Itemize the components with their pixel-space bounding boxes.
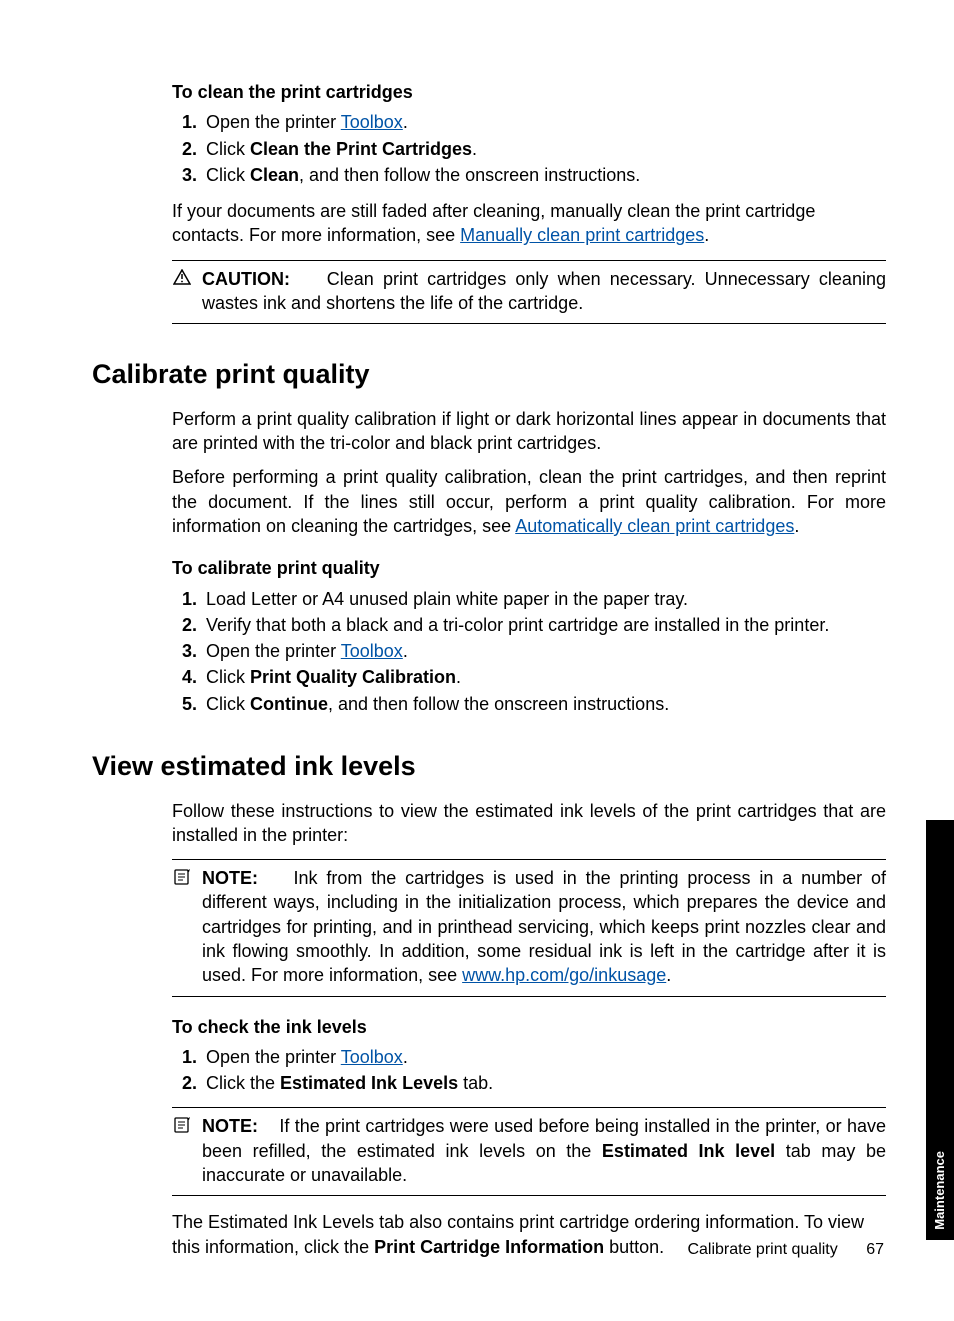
clean-steps-list: Open the printer Toolbox. Click Clean th… bbox=[172, 110, 886, 187]
manual-clean-link[interactable]: Manually clean print cartridges bbox=[460, 225, 704, 245]
step-text: Click the bbox=[206, 1073, 280, 1093]
note-body: NOTE: Ink from the cartridges is used in… bbox=[202, 866, 886, 987]
list-item: Click Print Quality Calibration. bbox=[202, 665, 886, 689]
list-item: Load Letter or A4 unused plain white pap… bbox=[202, 587, 886, 611]
para-text: . bbox=[794, 516, 799, 536]
note-text: . bbox=[666, 965, 671, 985]
caution-label: CAUTION: bbox=[202, 269, 290, 289]
step-text: tab. bbox=[458, 1073, 493, 1093]
step-text: , and then follow the onscreen instructi… bbox=[328, 694, 669, 714]
toolbox-link[interactable]: Toolbox bbox=[341, 1047, 403, 1067]
step-text: . bbox=[403, 1047, 408, 1067]
calibrate-p2: Before performing a print quality calibr… bbox=[172, 465, 886, 538]
toolbox-link[interactable]: Toolbox bbox=[341, 641, 403, 661]
para-bold: Print Cartridge Information bbox=[374, 1237, 604, 1257]
list-item: Open the printer Toolbox. bbox=[202, 110, 886, 134]
inklevels-p1: Follow these instructions to view the es… bbox=[172, 799, 886, 848]
step-bold: Continue bbox=[250, 694, 328, 714]
step-text: . bbox=[403, 112, 408, 132]
page-number: 67 bbox=[866, 1241, 884, 1258]
step-bold: Clean bbox=[250, 165, 299, 185]
calibrate-block: Perform a print quality calibration if l… bbox=[172, 407, 886, 716]
note-label: NOTE: bbox=[202, 868, 258, 888]
note-icon bbox=[172, 866, 192, 987]
inklevels-title: View estimated ink levels bbox=[92, 748, 886, 784]
list-item: Click Clean, and then follow the onscree… bbox=[202, 163, 886, 187]
step-text: . bbox=[456, 667, 461, 687]
step-text: Click bbox=[206, 667, 250, 687]
list-item: Open the printer Toolbox. bbox=[202, 639, 886, 663]
list-item: Click the Estimated Ink Levels tab. bbox=[202, 1071, 886, 1095]
para-text: . bbox=[704, 225, 709, 245]
list-item: Verify that both a black and a tri-color… bbox=[202, 613, 886, 637]
step-text: Click bbox=[206, 165, 250, 185]
note-label: NOTE: bbox=[202, 1116, 258, 1136]
step-text: Open the printer bbox=[206, 1047, 341, 1067]
step-bold: Print Quality Calibration bbox=[250, 667, 456, 687]
note-callout-2: NOTE: If the print cartridges were used … bbox=[172, 1107, 886, 1196]
note-icon bbox=[172, 1114, 192, 1187]
inklevels-block: Follow these instructions to view the es… bbox=[172, 799, 886, 1259]
list-item: Click Clean the Print Cartridges. bbox=[202, 137, 886, 161]
clean-cartridges-block: To clean the print cartridges Open the p… bbox=[172, 80, 886, 324]
inkusage-link[interactable]: www.hp.com/go/inkusage bbox=[462, 965, 666, 985]
step-text: . bbox=[403, 641, 408, 661]
auto-clean-link[interactable]: Automatically clean print cartridges bbox=[515, 516, 794, 536]
caution-icon bbox=[172, 267, 192, 316]
document-page: To clean the print cartridges Open the p… bbox=[0, 0, 954, 1321]
step-bold: Clean the Print Cartridges bbox=[250, 139, 472, 159]
calibrate-title: Calibrate print quality bbox=[92, 356, 886, 392]
step-text: . bbox=[472, 139, 477, 159]
step-text: Click bbox=[206, 139, 250, 159]
step-text: , and then follow the onscreen instructi… bbox=[299, 165, 640, 185]
page-footer: Calibrate print quality 67 bbox=[687, 1239, 884, 1261]
caution-body: CAUTION: Clean print cartridges only whe… bbox=[202, 267, 886, 316]
chapter-tab: Maintenance bbox=[926, 820, 954, 1240]
list-item: Click Continue, and then follow the onsc… bbox=[202, 692, 886, 716]
after-steps-para: If your documents are still faded after … bbox=[172, 199, 886, 248]
proc-title-inklevels: To check the ink levels bbox=[172, 1015, 886, 1039]
step-text: Open the printer bbox=[206, 641, 341, 661]
note-bold: Estimated Ink level bbox=[602, 1141, 775, 1161]
para-text: button. bbox=[604, 1237, 664, 1257]
proc-title-calibrate: To calibrate print quality bbox=[172, 556, 886, 580]
step-text: Open the printer bbox=[206, 112, 341, 132]
calibrate-steps-list: Load Letter or A4 unused plain white pap… bbox=[172, 587, 886, 716]
step-bold: Estimated Ink Levels bbox=[280, 1073, 458, 1093]
toolbox-link[interactable]: Toolbox bbox=[341, 112, 403, 132]
step-text: Click bbox=[206, 694, 250, 714]
calibrate-p1: Perform a print quality calibration if l… bbox=[172, 407, 886, 456]
chapter-label: Maintenance bbox=[931, 1141, 949, 1240]
note-body: NOTE: If the print cartridges were used … bbox=[202, 1114, 886, 1187]
list-item: Open the printer Toolbox. bbox=[202, 1045, 886, 1069]
note-callout-1: NOTE: Ink from the cartridges is used in… bbox=[172, 859, 886, 996]
inklevels-steps-list: Open the printer Toolbox. Click the Esti… bbox=[172, 1045, 886, 1096]
caution-callout: CAUTION: Clean print cartridges only whe… bbox=[172, 260, 886, 325]
proc-title-clean: To clean the print cartridges bbox=[172, 80, 886, 104]
footer-text: Calibrate print quality bbox=[687, 1241, 837, 1258]
